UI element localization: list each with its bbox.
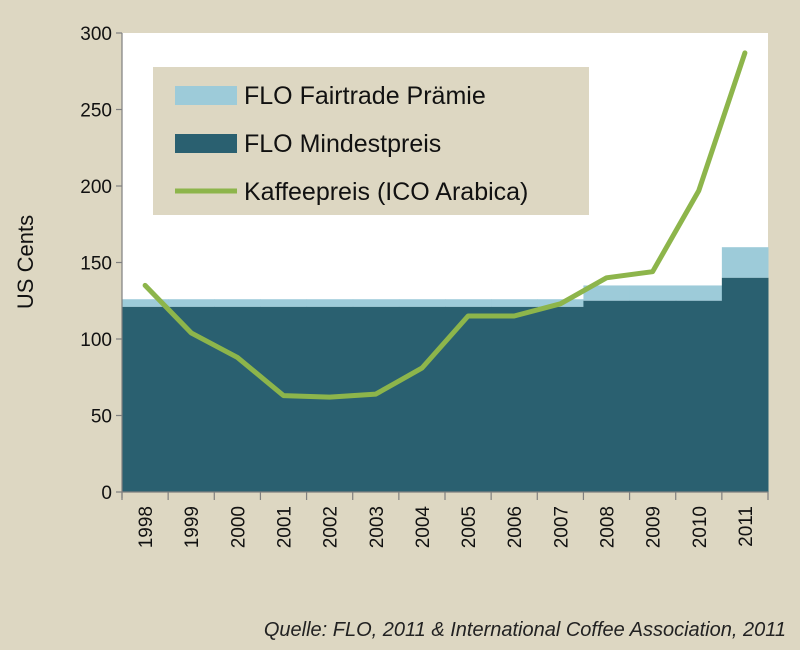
x-tick-label: 2011 [736,506,757,547]
premium-segment-2002 [306,299,354,307]
legend-label: FLO Mindestpreis [244,130,441,158]
premium-segment-2003 [352,299,400,307]
legend-label: FLO Fairtrade Prämie [244,82,486,110]
minimum-price-segment-2004 [398,306,446,492]
y-tick-label: 300 [80,24,112,45]
x-tick-label: 2007 [551,506,572,548]
minimum-price-segment-2007 [537,306,584,492]
premium-segment-2000 [214,299,261,307]
y-tick-label: 150 [80,254,112,275]
x-tick-label: 2009 [644,506,665,548]
premium-segment-2005 [445,299,492,307]
minimum-price-segment-2006 [491,306,538,492]
minimum-price-segment-2005 [445,306,492,492]
y-tick-label: 200 [80,177,112,198]
premium-segment-2001 [260,299,308,307]
minimum-price-segment-2000 [214,306,261,492]
x-tick-label: 2005 [459,506,480,548]
x-tick-label: 2003 [367,506,388,548]
x-tick-label: 2000 [228,506,249,548]
minimum-price-segment-2008 [583,300,631,492]
premium-segment-2010 [675,285,723,301]
x-tick-label: 2001 [275,506,296,548]
y-tick-label: 250 [80,101,112,122]
y-tick-label: 50 [91,407,112,428]
coffee-price-line [142,50,748,400]
legend: FLO Fairtrade Prämie FLO Mindestpreis Kaff… [153,67,589,215]
premium-segment-2011 [721,247,769,278]
line-layer [142,50,748,400]
x-tick-label: 2004 [413,506,434,549]
legend-label: Kaffeepreis (ICO Arabica) [244,178,528,206]
premium-segment-2008 [583,285,631,301]
x-tick-label: 2008 [598,506,619,548]
source-note: Quelle: FLO, 2011 & International Coffee… [263,619,786,641]
legend-swatch-minimum-price [175,134,237,153]
x-tick-label: 2006 [505,506,526,548]
legend-swatch-premium [175,86,237,105]
minimum-price-segment-1998 [122,306,169,492]
minimum-price-segment-2009 [629,300,677,492]
y-tick-label: 0 [101,483,112,504]
minimum-price-segment-2001 [260,306,308,492]
premium-segment-2009 [629,285,677,301]
x-tick-labels: 1998 1999 2000 2001 2002 2003 2004 2005 2006 2007… [136,506,757,549]
area-layer [122,247,769,492]
minimum-price-segment-1999 [168,306,215,492]
premium-segment-2004 [398,299,446,307]
premium-segment-1998 [122,299,169,307]
x-tick-label: 1998 [136,506,157,548]
x-tick-label: 2010 [690,506,711,548]
premium-segment-2006 [491,299,538,307]
x-tick-label: 1999 [182,506,203,548]
axes [116,32,769,500]
premium-segment-1999 [168,299,215,307]
minimum-price-segment-2011 [721,277,769,492]
y-tick-label: 100 [80,330,112,351]
minimum-price-segment-2010 [675,300,723,492]
minimum-price-segment-2003 [352,306,400,492]
y-axis-label: US Cents [13,215,38,309]
y-tick-labels: 0 50 100 150 200 250 300 [80,24,112,504]
x-tick-label: 2002 [321,506,342,548]
